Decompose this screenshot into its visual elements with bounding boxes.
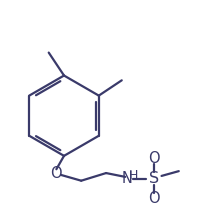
Text: H: H (129, 169, 138, 183)
Text: O: O (148, 191, 160, 206)
Text: N: N (122, 171, 133, 186)
Text: O: O (148, 151, 160, 166)
Text: S: S (149, 171, 159, 186)
Text: O: O (51, 166, 62, 180)
